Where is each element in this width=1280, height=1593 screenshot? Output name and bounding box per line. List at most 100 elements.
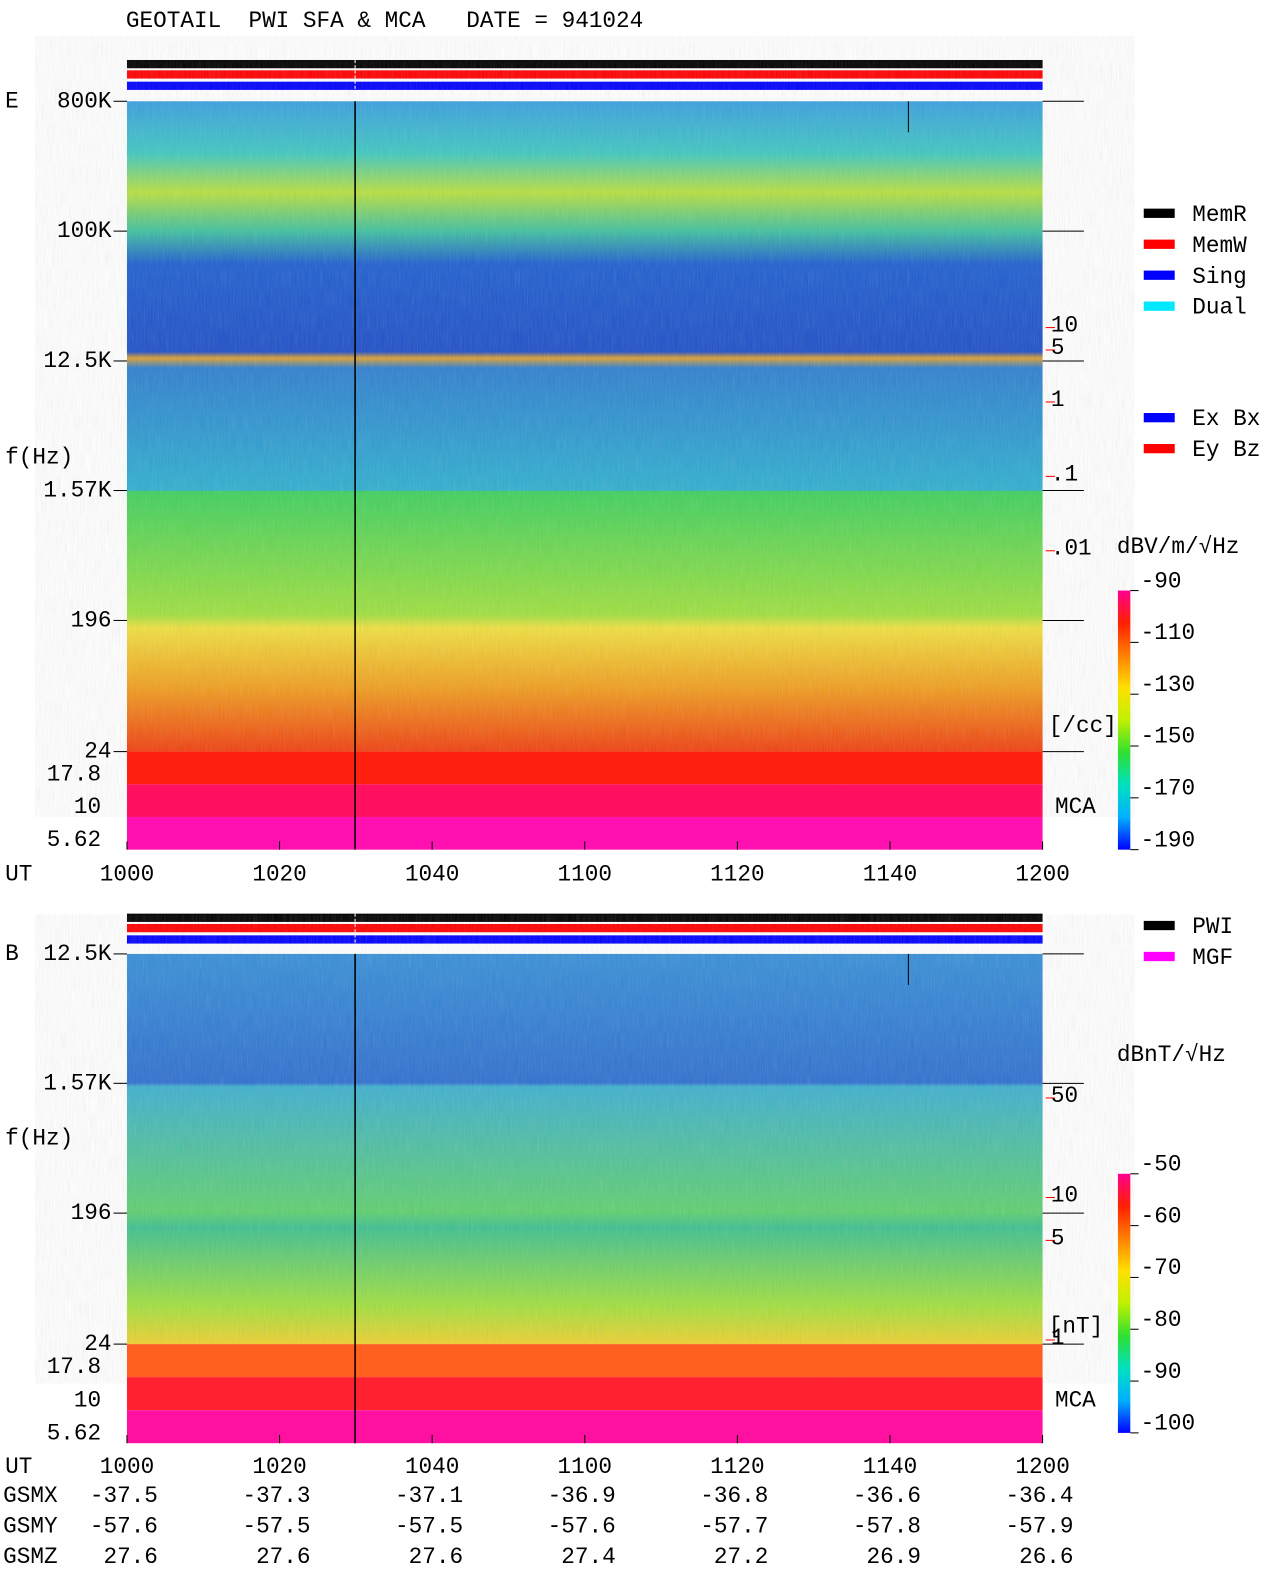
legend-label: MemW xyxy=(1192,233,1247,259)
y-axis-label: f(Hz) xyxy=(5,1126,73,1152)
y2-tick-label: 10 xyxy=(1051,313,1078,339)
y2-tick-label: 1 xyxy=(1051,387,1065,413)
y-tick-label: 196 xyxy=(71,607,112,633)
orbit-value: -36.8 xyxy=(700,1483,768,1509)
status-bar xyxy=(126,913,1043,922)
title: GEOTAIL PWI SFA & MCA DATE = 941024 xyxy=(126,8,643,34)
x-tick-label: 1200 xyxy=(1015,861,1069,887)
y2-axis-label: [/cc] xyxy=(1049,713,1117,739)
legend-label: Ey Bz xyxy=(1192,437,1260,463)
status-bar xyxy=(126,70,1043,79)
status-bar xyxy=(126,923,1043,933)
legend-label: MGF xyxy=(1192,945,1233,971)
x-tick-label: 1100 xyxy=(558,1454,612,1480)
mca-channel-label: 5.62 xyxy=(47,1420,101,1446)
orbit-row-label: GSMY xyxy=(3,1513,58,1539)
orbit-value: -36.4 xyxy=(1005,1483,1073,1509)
legend-label: Dual xyxy=(1192,295,1246,321)
y2-tick-label: 5 xyxy=(1051,335,1065,361)
status-bar xyxy=(126,59,1043,69)
y2-tick-label: 50 xyxy=(1051,1083,1078,1109)
colorbar-tick-label: -190 xyxy=(1141,827,1195,853)
orbit-value: 26.6 xyxy=(1019,1544,1073,1570)
legend-swatch xyxy=(1143,443,1175,454)
orbit-value: -57.6 xyxy=(548,1513,616,1539)
y-tick-label: 100K xyxy=(57,218,112,244)
mca-band xyxy=(126,1377,1043,1411)
y-tick-label: 12.5K xyxy=(43,941,111,967)
orbit-value: 27.6 xyxy=(409,1544,463,1570)
mca-band xyxy=(126,1344,1043,1378)
x-tick-label: 1020 xyxy=(252,1454,306,1480)
colorbar-tick-label: -100 xyxy=(1141,1411,1195,1437)
colorbar-tick-label: -70 xyxy=(1141,1255,1182,1281)
colorbar-tick-label: -90 xyxy=(1141,568,1182,594)
mca-label: MCA xyxy=(1055,1387,1096,1413)
mca-band xyxy=(126,784,1043,817)
mca-channel-label: 17.8 xyxy=(47,1354,101,1380)
spectrogram-texture xyxy=(126,101,1043,752)
x-axis-label: UT xyxy=(5,861,32,887)
colorbar xyxy=(1117,1173,1131,1433)
colorbar xyxy=(1117,590,1131,850)
colorbar-tick-label: -130 xyxy=(1141,672,1195,698)
spectrogram-texture xyxy=(126,953,1043,1345)
orbit-value: -57.8 xyxy=(853,1513,921,1539)
colorbar-tick-label: -150 xyxy=(1141,724,1195,750)
orbit-value: 26.9 xyxy=(866,1544,920,1570)
x-tick-label: 1140 xyxy=(863,1454,917,1480)
colorbar-tick-label: -110 xyxy=(1141,620,1195,646)
y2-tick-label: 10 xyxy=(1051,1182,1078,1208)
legend-swatch xyxy=(1143,239,1175,249)
colorbar-tick-label: -50 xyxy=(1141,1152,1182,1178)
mca-channel-label: 10 xyxy=(74,1387,101,1413)
y2-tick-label: 5 xyxy=(1051,1225,1065,1251)
orbit-value: -36.9 xyxy=(548,1483,616,1509)
orbit-value: -57.5 xyxy=(395,1513,463,1539)
y-tick-label: 1.57K xyxy=(43,478,111,504)
legend-label: PWI xyxy=(1192,914,1233,940)
colorbar-tick-label: -90 xyxy=(1141,1359,1182,1385)
y2-axis-label: [nT] xyxy=(1049,1314,1103,1340)
legend-label: Ex Bx xyxy=(1192,406,1260,432)
status-bar xyxy=(126,81,1043,90)
status-bar xyxy=(126,935,1043,944)
orbit-value: -57.6 xyxy=(90,1513,158,1539)
orbit-value: 27.2 xyxy=(714,1544,768,1570)
legend-swatch xyxy=(1143,951,1175,962)
orbit-value: -37.5 xyxy=(90,1483,158,1509)
panel-label: B xyxy=(5,941,19,967)
x-tick-label: 1000 xyxy=(100,1454,154,1480)
orbit-value: -57.7 xyxy=(700,1513,768,1539)
y-tick-label: 1.57K xyxy=(43,1070,111,1096)
orbit-row-label: GSMX xyxy=(3,1483,58,1509)
orbit-value: -36.6 xyxy=(853,1483,921,1509)
x-tick-label: 1020 xyxy=(252,861,306,887)
colorbar-label: dBnT/√Hz xyxy=(1117,1042,1226,1068)
x-axis-label: UT xyxy=(5,1454,32,1480)
orbit-value: 27.6 xyxy=(103,1544,157,1570)
mca-channel-label: 5.62 xyxy=(47,827,101,853)
x-tick-label: 1120 xyxy=(710,861,764,887)
colorbar-tick-label: -170 xyxy=(1141,776,1195,802)
legend-swatch xyxy=(1143,301,1175,311)
mca-label: MCA xyxy=(1055,794,1096,820)
y2-tick-label: .01 xyxy=(1051,536,1092,562)
mca-channel-label: 17.8 xyxy=(47,761,101,787)
orbit-value: 27.6 xyxy=(256,1544,310,1570)
orbit-value: 27.4 xyxy=(561,1544,615,1570)
x-tick-label: 1200 xyxy=(1015,1454,1069,1480)
x-tick-label: 1040 xyxy=(405,1454,459,1480)
legend-label: Sing xyxy=(1192,264,1246,290)
orbit-row-label: GSMZ xyxy=(3,1544,57,1570)
x-tick-label: 1100 xyxy=(558,861,612,887)
y-tick-label: 24 xyxy=(84,739,111,765)
orbit-value: -37.1 xyxy=(395,1483,463,1509)
y-tick-label: 800K xyxy=(57,88,112,114)
mca-channel-label: 10 xyxy=(74,794,101,820)
orbit-value: -37.3 xyxy=(242,1483,310,1509)
colorbar-label: dBV/m/√Hz xyxy=(1117,534,1240,560)
y2-tick-label: 1 xyxy=(1051,1325,1065,1351)
